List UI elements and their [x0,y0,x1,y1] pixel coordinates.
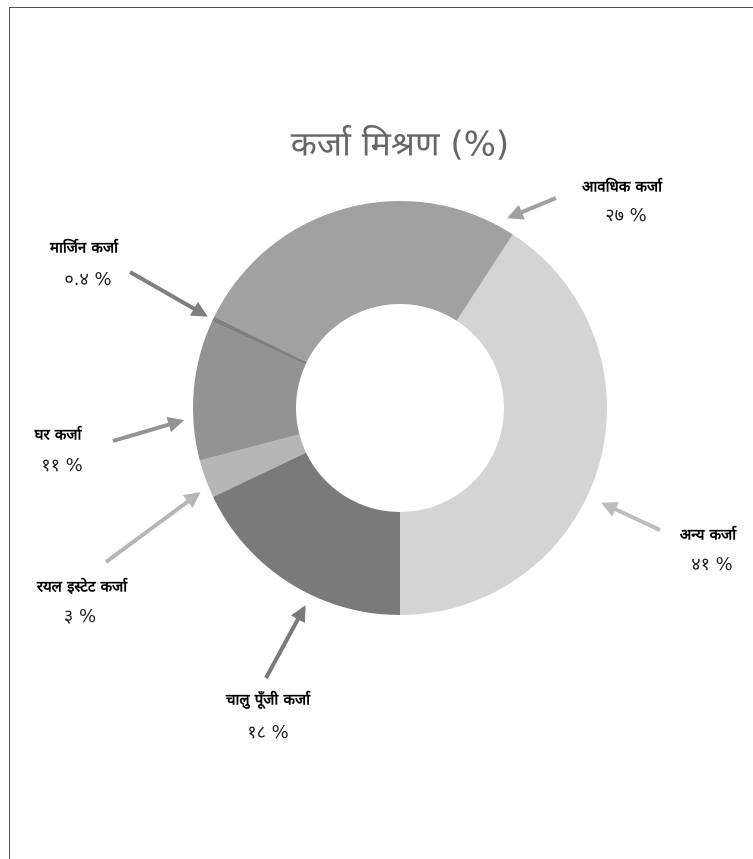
category-label: चालु पूँजी कर्जा [225,691,311,710]
donut-segment [213,452,400,615]
frame [9,7,753,859]
callout-arrow [129,270,208,317]
chart-title: कर्जा मिश्रण (%) [291,125,509,165]
category-label: अन्य कर्जा [680,526,737,544]
category-label: मार्जिन कर्जा [49,239,119,257]
donut-segment [214,201,513,363]
category-label: रयल इस्टेट कर्जा [36,578,128,596]
value-label: २७ % [605,205,647,226]
category-label: घर कर्जा [34,426,83,444]
donut-segment [193,321,306,461]
callout-arrow [507,196,557,220]
donut-segment [400,234,607,615]
category-label: आवधिक कर्जा [582,178,663,196]
donut-segment [199,434,307,497]
donut-segment [212,316,307,365]
callout-arrow [264,605,306,679]
value-label: ०.४ % [64,269,111,290]
callout-arrow [601,502,661,532]
value-label: १८ % [247,722,289,743]
value-label: ४१ % [691,554,733,575]
value-label: ३ % [64,606,96,627]
value-label: ११ % [41,455,83,476]
callout-arrow [112,416,185,443]
callout-arrow [104,492,201,564]
